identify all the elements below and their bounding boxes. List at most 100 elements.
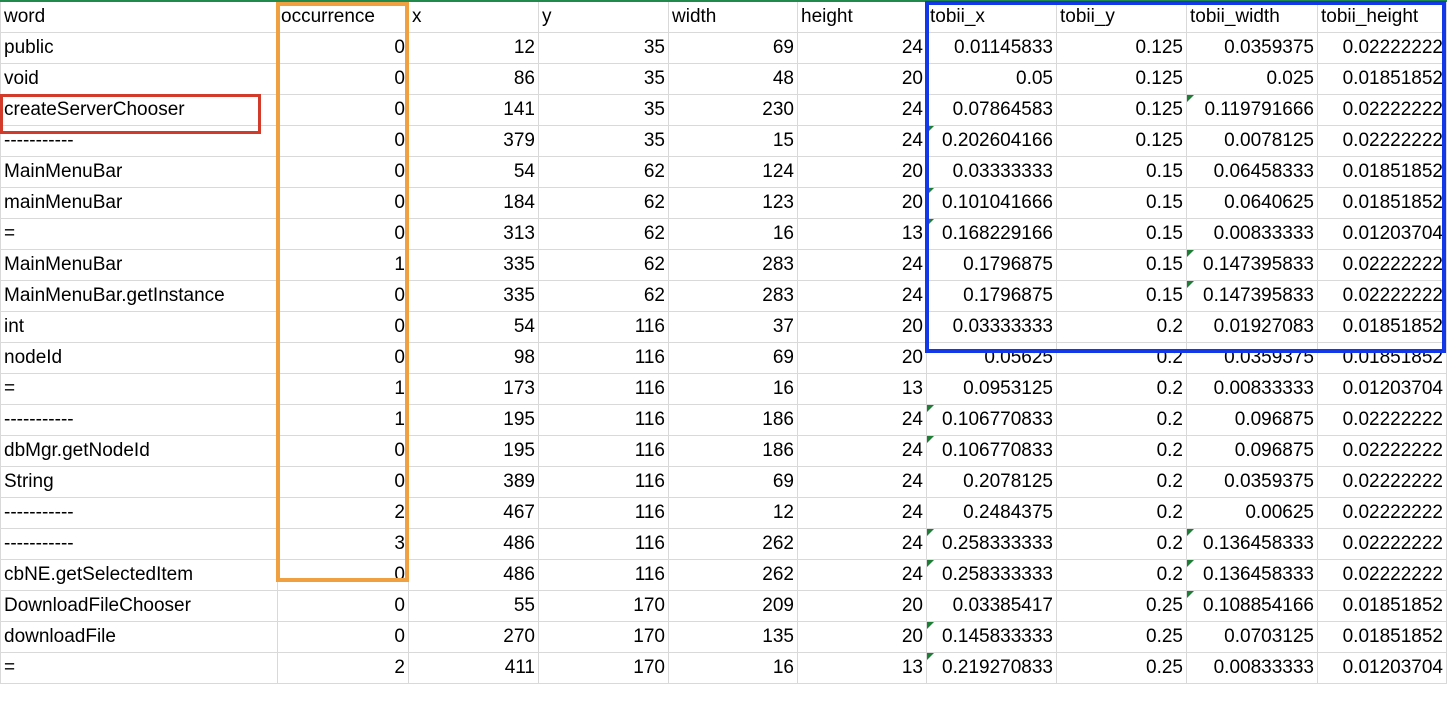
cell-tobii-height[interactable]: 0.02222222: [1317, 279, 1447, 312]
cell-x[interactable]: 173: [408, 372, 539, 405]
cell-y[interactable]: 116: [538, 434, 669, 467]
cell-word[interactable]: downloadFile: [0, 620, 278, 653]
cell-width[interactable]: 262: [668, 527, 798, 560]
cell-tobii-height[interactable]: 0.02222222: [1317, 558, 1447, 591]
cell-y[interactable]: 116: [538, 403, 669, 436]
cell-x[interactable]: 313: [408, 217, 539, 250]
cell-width[interactable]: 283: [668, 248, 798, 281]
cell-tobii-width[interactable]: 0.096875: [1186, 434, 1318, 467]
cell-occurrence[interactable]: 1: [277, 403, 409, 436]
cell-y[interactable]: 35: [538, 31, 669, 64]
cell-tobii-width[interactable]: 0.0640625: [1186, 186, 1318, 219]
cell-tobii-x[interactable]: 0.0953125: [926, 372, 1057, 405]
cell-width[interactable]: 209: [668, 589, 798, 622]
cell-occurrence[interactable]: 0: [277, 93, 409, 126]
cell-tobii-x[interactable]: 0.1796875: [926, 279, 1057, 312]
cell-word[interactable]: =: [0, 372, 278, 405]
column-header-word[interactable]: word: [0, 0, 278, 33]
cell-x[interactable]: 195: [408, 403, 539, 436]
cell-width[interactable]: 16: [668, 372, 798, 405]
cell-y[interactable]: 170: [538, 651, 669, 684]
cell-y[interactable]: 170: [538, 589, 669, 622]
cell-height[interactable]: 20: [797, 62, 927, 95]
cell-width[interactable]: 186: [668, 434, 798, 467]
cell-occurrence[interactable]: 1: [277, 372, 409, 405]
cell-tobii-x[interactable]: 0.05: [926, 62, 1057, 95]
cell-tobii-width[interactable]: 0.147395833: [1186, 248, 1318, 281]
cell-tobii-width[interactable]: 0.0359375: [1186, 341, 1318, 374]
cell-tobii-width[interactable]: 0.0703125: [1186, 620, 1318, 653]
cell-occurrence[interactable]: 0: [277, 124, 409, 157]
cell-occurrence[interactable]: 3: [277, 527, 409, 560]
cell-tobii-width[interactable]: 0.00833333: [1186, 372, 1318, 405]
cell-tobii-height[interactable]: 0.01851852: [1317, 310, 1447, 343]
column-header-tobii-height[interactable]: tobii_height: [1317, 0, 1447, 33]
cell-tobii-height[interactable]: 0.02222222: [1317, 434, 1447, 467]
cell-y[interactable]: 116: [538, 558, 669, 591]
cell-tobii-height[interactable]: 0.01203704: [1317, 217, 1447, 250]
cell-x[interactable]: 54: [408, 155, 539, 188]
cell-word[interactable]: createServerChooser: [0, 93, 278, 126]
cell-tobii-width[interactable]: 0.00833333: [1186, 651, 1318, 684]
cell-tobii-y[interactable]: 0.2: [1056, 341, 1187, 374]
cell-y[interactable]: 116: [538, 310, 669, 343]
cell-tobii-height[interactable]: 0.01851852: [1317, 186, 1447, 219]
cell-tobii-height[interactable]: 0.02222222: [1317, 93, 1447, 126]
cell-tobii-y[interactable]: 0.2: [1056, 527, 1187, 560]
cell-tobii-height[interactable]: 0.01851852: [1317, 589, 1447, 622]
column-header-y[interactable]: y: [538, 0, 669, 33]
cell-y[interactable]: 116: [538, 341, 669, 374]
column-header-occurrence[interactable]: occurrence: [277, 0, 409, 33]
cell-height[interactable]: 13: [797, 651, 927, 684]
cell-width[interactable]: 69: [668, 31, 798, 64]
cell-height[interactable]: 24: [797, 558, 927, 591]
cell-x[interactable]: 141: [408, 93, 539, 126]
cell-y[interactable]: 62: [538, 248, 669, 281]
cell-y[interactable]: 62: [538, 279, 669, 312]
cell-occurrence[interactable]: 0: [277, 31, 409, 64]
cell-word[interactable]: public: [0, 31, 278, 64]
cell-word[interactable]: dbMgr.getNodeId: [0, 434, 278, 467]
cell-x[interactable]: 379: [408, 124, 539, 157]
cell-tobii-y[interactable]: 0.2: [1056, 434, 1187, 467]
cell-occurrence[interactable]: 0: [277, 186, 409, 219]
cell-tobii-x[interactable]: 0.258333333: [926, 558, 1057, 591]
cell-y[interactable]: 62: [538, 186, 669, 219]
cell-tobii-height[interactable]: 0.02222222: [1317, 124, 1447, 157]
cell-width[interactable]: 283: [668, 279, 798, 312]
cell-tobii-height[interactable]: 0.01851852: [1317, 341, 1447, 374]
cell-word[interactable]: cbNE.getSelectedItem: [0, 558, 278, 591]
cell-occurrence[interactable]: 0: [277, 434, 409, 467]
column-header-tobii-x[interactable]: tobii_x: [926, 0, 1057, 33]
cell-tobii-y[interactable]: 0.15: [1056, 186, 1187, 219]
cell-y[interactable]: 35: [538, 124, 669, 157]
cell-tobii-height[interactable]: 0.02222222: [1317, 403, 1447, 436]
cell-tobii-y[interactable]: 0.2: [1056, 465, 1187, 498]
cell-occurrence[interactable]: 2: [277, 496, 409, 529]
cell-tobii-y[interactable]: 0.15: [1056, 155, 1187, 188]
cell-word[interactable]: =: [0, 651, 278, 684]
cell-tobii-width[interactable]: 0.096875: [1186, 403, 1318, 436]
cell-width[interactable]: 37: [668, 310, 798, 343]
cell-occurrence[interactable]: 0: [277, 465, 409, 498]
cell-tobii-x[interactable]: 0.03333333: [926, 310, 1057, 343]
cell-tobii-height[interactable]: 0.02222222: [1317, 496, 1447, 529]
cell-occurrence[interactable]: 0: [277, 341, 409, 374]
cell-word[interactable]: -----------: [0, 527, 278, 560]
cell-tobii-x[interactable]: 0.05625: [926, 341, 1057, 374]
cell-tobii-width[interactable]: 0.136458333: [1186, 558, 1318, 591]
cell-tobii-width[interactable]: 0.119791666: [1186, 93, 1318, 126]
cell-occurrence[interactable]: 0: [277, 310, 409, 343]
cell-tobii-height[interactable]: 0.02222222: [1317, 248, 1447, 281]
cell-tobii-y[interactable]: 0.2: [1056, 372, 1187, 405]
cell-width[interactable]: 135: [668, 620, 798, 653]
cell-y[interactable]: 62: [538, 155, 669, 188]
cell-tobii-y[interactable]: 0.125: [1056, 62, 1187, 95]
cell-width[interactable]: 262: [668, 558, 798, 591]
cell-tobii-y[interactable]: 0.125: [1056, 31, 1187, 64]
cell-tobii-width[interactable]: 0.025: [1186, 62, 1318, 95]
cell-x[interactable]: 12: [408, 31, 539, 64]
cell-x[interactable]: 486: [408, 558, 539, 591]
cell-occurrence[interactable]: 0: [277, 589, 409, 622]
cell-height[interactable]: 24: [797, 279, 927, 312]
